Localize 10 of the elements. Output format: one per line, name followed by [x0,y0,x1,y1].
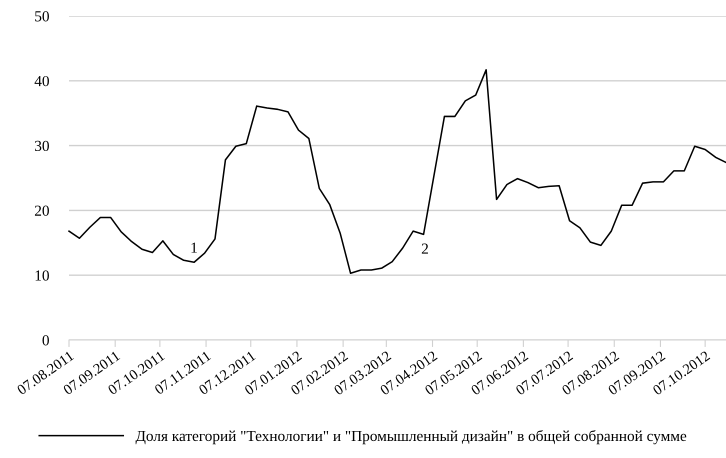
y-tick-label: 40 [34,76,49,86]
y-tick-label: 50 [35,11,49,22]
y-tick-label: 0 [42,335,49,346]
y-tick-label: 20 [34,206,49,216]
text: Доля категорий "Технологии" и "Промышленный дизайн" в общей собранной сумме [136,430,686,444]
y-tick-label: 30 [35,140,49,152]
line-series [68,69,726,274]
y-tick-label: 10 [36,270,49,281]
annotation: 2 [422,244,428,254]
annotation: 1 [192,242,197,253]
